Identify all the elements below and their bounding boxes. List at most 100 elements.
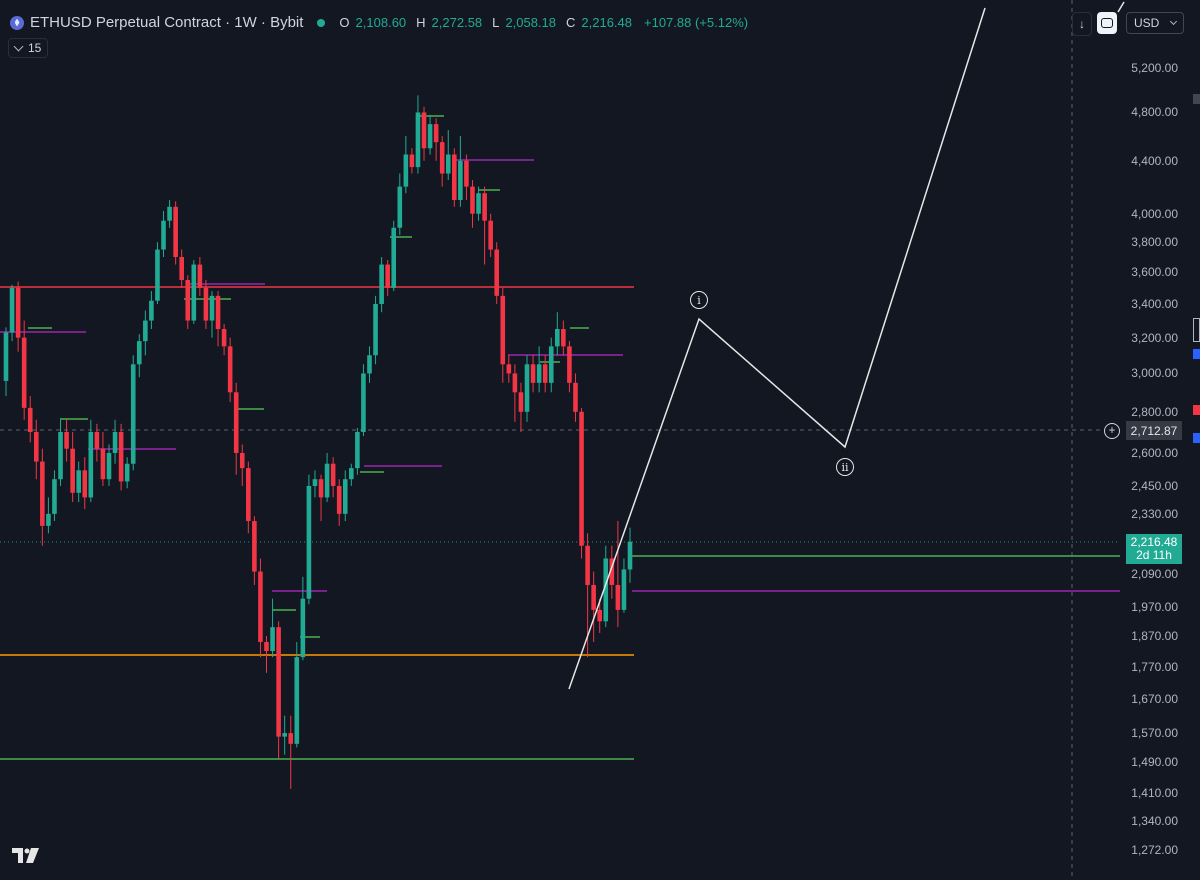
candle[interactable] (342, 470, 348, 522)
candle[interactable] (21, 320, 27, 420)
wave-label-ii[interactable]: ii (836, 458, 854, 476)
candle[interactable] (561, 320, 566, 356)
candle[interactable] (591, 571, 596, 642)
candle[interactable] (282, 715, 287, 755)
candle[interactable] (9, 284, 15, 342)
candle[interactable] (536, 346, 542, 393)
candle[interactable] (46, 497, 51, 534)
currency-select[interactable]: USD (1126, 12, 1184, 34)
candle[interactable] (494, 242, 500, 304)
candle[interactable] (288, 715, 294, 789)
candle[interactable] (373, 295, 378, 365)
candle[interactable] (40, 448, 45, 546)
candle[interactable] (439, 136, 445, 187)
candle[interactable] (621, 558, 627, 613)
candle[interactable] (573, 373, 578, 422)
candle[interactable] (627, 527, 633, 583)
candle[interactable] (555, 312, 560, 356)
candle[interactable] (52, 470, 57, 522)
candle[interactable] (452, 148, 457, 207)
candle[interactable] (427, 114, 433, 155)
tradingview-logo-icon[interactable] (12, 846, 40, 864)
candle[interactable] (94, 423, 100, 462)
candle[interactable] (300, 576, 306, 661)
candle[interactable] (470, 180, 475, 228)
candle[interactable] (506, 355, 512, 383)
candle[interactable] (258, 558, 263, 658)
candle[interactable] (130, 355, 136, 471)
candle[interactable] (294, 641, 300, 748)
candle[interactable] (548, 337, 554, 393)
candle[interactable] (179, 249, 184, 288)
candle[interactable] (500, 287, 506, 383)
candle[interactable] (482, 186, 487, 265)
candle[interactable] (58, 419, 63, 486)
candle[interactable] (409, 148, 415, 174)
candle[interactable] (518, 382, 524, 432)
candle[interactable] (385, 260, 390, 296)
plus-circle-icon[interactable]: + (1104, 423, 1120, 439)
candle[interactable] (239, 444, 245, 486)
candle[interactable] (421, 106, 427, 161)
candle[interactable] (3, 327, 9, 397)
candle[interactable] (349, 463, 354, 486)
candle[interactable] (203, 279, 209, 330)
refresh-icon[interactable] (1097, 12, 1117, 34)
symbol-legend[interactable]: ETHUSD Perpetual Contract · 1W · Bybit O… (10, 14, 748, 31)
candle[interactable] (391, 220, 397, 292)
candle[interactable] (609, 545, 615, 599)
candle[interactable] (106, 444, 112, 486)
candle[interactable] (100, 431, 106, 486)
candle[interactable] (276, 621, 281, 759)
candle[interactable] (185, 275, 191, 330)
candle[interactable] (512, 364, 518, 422)
candle[interactable] (445, 130, 451, 181)
candle[interactable] (415, 95, 421, 174)
candle[interactable] (379, 257, 384, 313)
candle[interactable] (524, 355, 530, 422)
arrow-down-icon[interactable]: ↓ (1072, 12, 1092, 36)
candle[interactable] (464, 154, 469, 200)
candle[interactable] (161, 210, 166, 258)
candle[interactable] (361, 364, 366, 437)
candle[interactable] (143, 310, 148, 356)
candle[interactable] (197, 257, 203, 296)
candle[interactable] (312, 470, 318, 498)
candle[interactable] (173, 201, 178, 265)
candle[interactable] (330, 457, 336, 498)
candle[interactable] (82, 457, 88, 510)
candle[interactable] (221, 323, 227, 356)
candle[interactable] (324, 452, 330, 503)
wave-label-i[interactable]: i (690, 291, 708, 309)
candle[interactable] (318, 474, 324, 522)
candle[interactable] (209, 291, 215, 338)
candle[interactable] (270, 598, 275, 658)
candle[interactable] (264, 635, 269, 673)
candle[interactable] (397, 173, 403, 235)
candle[interactable] (355, 427, 360, 475)
candle[interactable] (64, 419, 69, 462)
candle[interactable] (615, 521, 621, 628)
candle[interactable] (76, 461, 81, 503)
candle[interactable] (149, 291, 154, 330)
candle[interactable] (336, 479, 342, 526)
candle[interactable] (530, 355, 536, 393)
candle[interactable] (70, 431, 75, 503)
candle[interactable] (124, 457, 130, 489)
candle[interactable] (579, 407, 584, 559)
candle[interactable] (227, 337, 233, 402)
indicator-toggle[interactable]: 15 (8, 38, 49, 58)
candle[interactable] (33, 419, 39, 480)
candle[interactable] (215, 291, 221, 347)
candle[interactable] (88, 419, 94, 503)
candle[interactable] (246, 461, 251, 534)
candle[interactable] (306, 474, 312, 605)
candle[interactable] (136, 334, 142, 378)
candle[interactable] (367, 346, 372, 383)
candle[interactable] (488, 213, 493, 258)
candle[interactable] (433, 118, 439, 161)
candle[interactable] (118, 423, 124, 491)
candle[interactable] (476, 186, 481, 221)
candle[interactable] (15, 281, 21, 352)
